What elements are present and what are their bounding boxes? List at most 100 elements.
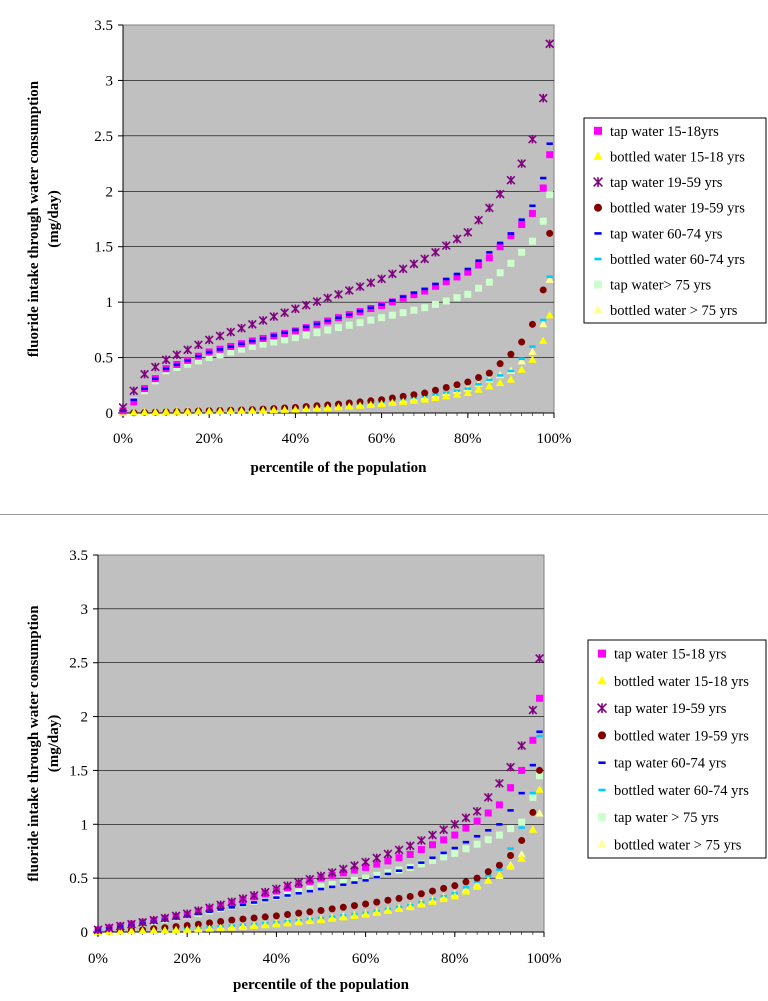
data-point (398, 264, 408, 274)
data-point (421, 304, 429, 312)
data-point (383, 906, 393, 914)
data-point (453, 381, 461, 389)
data-point (518, 766, 526, 774)
legend-label: bottled water 60-74 yrs (610, 252, 745, 268)
legend-label: tap water> 75 yrs (610, 278, 712, 294)
x-tick-label: 60% (352, 951, 380, 967)
data-point (205, 406, 214, 415)
data-point (485, 254, 493, 262)
data-point (421, 287, 429, 295)
legend-label: bottled water 19-59 yrs (614, 728, 749, 744)
x-tick-label: 60% (368, 431, 396, 447)
y-tick-label: 0.5 (94, 351, 113, 367)
data-point (384, 872, 392, 876)
data-point (538, 93, 548, 103)
legend-label: tap water 19-59 yrs (614, 701, 727, 717)
data-point (485, 829, 492, 832)
data-point (539, 217, 547, 225)
data-point (206, 919, 213, 927)
data-point (183, 345, 193, 355)
y-tick-label: 2.5 (94, 129, 113, 145)
data-point (473, 817, 481, 825)
data-point (247, 319, 257, 329)
plot-area (122, 24, 555, 414)
legend-marker (598, 788, 606, 792)
data-point (361, 910, 370, 918)
data-point (291, 405, 300, 413)
data-point (496, 868, 503, 871)
data-point (130, 398, 138, 406)
data-point (301, 404, 311, 413)
data-point (378, 314, 386, 322)
data-point (473, 874, 481, 882)
data-point (270, 338, 278, 346)
data-point (496, 360, 504, 368)
x-axis-title: percentile of the population (251, 460, 428, 476)
data-point (507, 825, 515, 833)
data-point (528, 134, 537, 144)
data-point (313, 322, 321, 326)
data-point (151, 407, 160, 416)
legend-marker (594, 126, 602, 135)
data-point (484, 203, 494, 213)
data-point (410, 291, 418, 295)
series-tap-water-19-59-yrs (93, 653, 544, 935)
data-point (463, 388, 472, 396)
data-point (387, 269, 397, 279)
series-bottled-water-15-18-yrs (118, 311, 554, 416)
data-point (496, 241, 504, 245)
data-point (138, 917, 148, 927)
data-point (281, 331, 288, 335)
data-point (317, 887, 325, 891)
legend-label: bottled water 60-74 yrs (614, 783, 749, 799)
y-tick-label: 2.5 (69, 656, 88, 672)
data-point (217, 908, 224, 911)
data-point (271, 884, 281, 894)
data-point (529, 791, 536, 795)
data-point (518, 221, 526, 229)
data-point (290, 304, 300, 314)
data-point (450, 892, 459, 900)
legend-marker (594, 232, 602, 235)
data-point (373, 898, 381, 906)
data-point (150, 362, 160, 372)
data-point (484, 809, 492, 817)
data-point (344, 286, 354, 295)
data-point (395, 894, 403, 902)
data-point (395, 854, 403, 862)
data-point (399, 392, 407, 400)
data-point (517, 365, 526, 373)
data-point (451, 831, 459, 839)
legend-marker (594, 257, 602, 261)
data-point (249, 890, 259, 900)
data-point (306, 908, 314, 916)
data-point (162, 367, 170, 371)
data-point (486, 251, 493, 254)
y-tick-label: 3 (106, 73, 114, 89)
data-point (350, 876, 358, 884)
data-point (418, 861, 425, 864)
data-point (194, 340, 203, 350)
y-axis-title-line-1: fluoride intake through water consumptio… (26, 80, 42, 357)
data-point (546, 151, 554, 159)
data-point (227, 345, 234, 348)
data-point (406, 892, 414, 900)
data-point (442, 297, 450, 305)
data-point (406, 902, 415, 911)
data-point (431, 300, 439, 308)
data-point (409, 259, 419, 269)
data-point (356, 309, 364, 313)
x-tick-label: 40% (263, 951, 291, 967)
data-point (475, 382, 482, 386)
series-tap-water-60-74-yrs (119, 142, 553, 413)
data-point (394, 904, 404, 913)
data-point (205, 903, 214, 913)
data-point (431, 282, 439, 290)
data-point (518, 338, 526, 346)
data-point (335, 316, 342, 320)
data-point (284, 910, 292, 918)
data-point (507, 232, 515, 240)
data-point (486, 378, 493, 382)
x-tick-label: 0% (113, 431, 133, 447)
y-tick-label: 3 (81, 602, 89, 618)
